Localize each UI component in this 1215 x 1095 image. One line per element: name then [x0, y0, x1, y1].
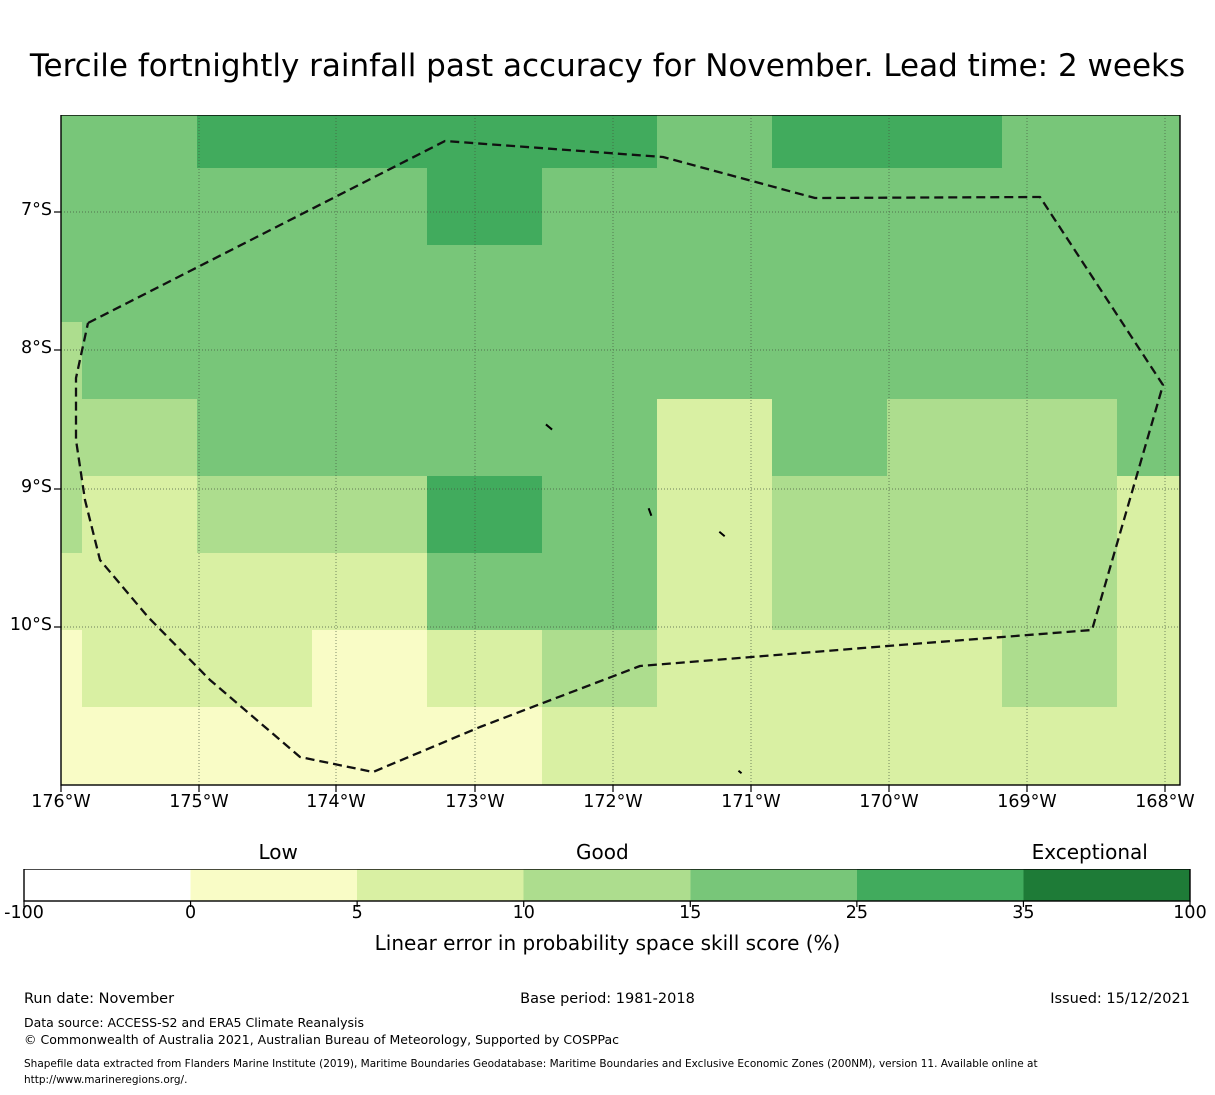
island-marks	[545, 423, 743, 775]
colorbar-tick-label: 25	[845, 903, 868, 923]
colorbar-segment	[523, 869, 691, 901]
x-tick-label: 172°W	[583, 792, 643, 812]
colorbar	[0, 868, 1215, 909]
colorbar-segment	[357, 869, 524, 901]
issued-date-text: Issued: 15/12/2021	[1050, 991, 1190, 1007]
colorbar-label-exceptional: Exceptional	[1031, 840, 1148, 864]
x-tick-label: 176°W	[31, 792, 91, 812]
colorbar-tick-label: 100	[1173, 903, 1207, 923]
x-tick-label: 169°W	[997, 792, 1057, 812]
colorbar-tick-label: 10	[512, 903, 535, 923]
x-tick-label: 175°W	[169, 792, 229, 812]
colorbar-label-low: Low	[258, 840, 298, 864]
colorbar-ticks	[23, 901, 1191, 907]
heatmap-cells	[61, 115, 1180, 785]
map-area	[41, 114, 1190, 796]
colorbar-tick-label: 15	[679, 903, 702, 923]
x-tick-label: 170°W	[859, 792, 919, 812]
y-tick-label: 8°S	[21, 338, 52, 358]
map-frame	[60, 114, 1181, 786]
x-tick-label: 174°W	[306, 792, 366, 812]
x-tick-label: 173°W	[445, 792, 505, 812]
rainfall-accuracy-heatmap	[54, 114, 1181, 792]
colorbar-tick-label: 0	[184, 903, 197, 923]
colorbar-label-good: Good	[575, 840, 629, 864]
run-date-text: Run date: November	[24, 991, 175, 1007]
colorbar-segment	[1023, 869, 1190, 901]
colorbar-axis-label: Linear error in probability space skill …	[374, 931, 841, 955]
colorbar-tick-label: 35	[1012, 903, 1035, 923]
shapefile-note-text: Shapefile data extracted from Flanders M…	[24, 1058, 1038, 1087]
y-tick-label: 7°S	[21, 200, 52, 220]
copyright-text: © Commonwealth of Australia 2021, Austra…	[24, 1032, 619, 1047]
colorbar-tick-label: -100	[4, 903, 44, 923]
y-tick-label: 9°S	[21, 477, 52, 497]
base-period-text: Base period: 1981-2018	[520, 991, 695, 1007]
colorbar-svg	[23, 868, 1191, 907]
axis-ticks	[54, 211, 1166, 792]
colorbar-segment	[856, 869, 1024, 901]
eez-boundary-dashed	[74, 139, 1165, 774]
chart-title: Tercile fortnightly rainfall past accura…	[29, 48, 1186, 84]
colorbar-segment	[190, 869, 358, 901]
colorbar-tick-label: 5	[351, 903, 363, 923]
colorbar-segment	[690, 869, 857, 901]
y-tick-label: 10°S	[9, 615, 52, 635]
data-source-text: Data source: ACCESS-S2 and ERA5 Climate …	[24, 1015, 364, 1030]
colorbar-segment	[24, 869, 191, 901]
x-tick-label: 168°W	[1135, 792, 1195, 812]
colorbar-frame	[23, 868, 1191, 902]
x-tick-label: 171°W	[721, 792, 781, 812]
